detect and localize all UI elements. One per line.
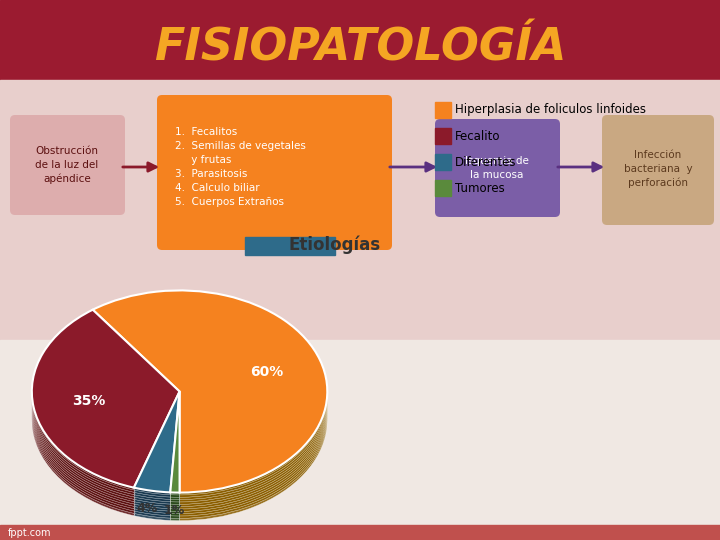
Text: FISIOPATOLOGÍA: FISIOPATOLOGÍA — [154, 26, 566, 70]
Bar — [0, 340, 720, 525]
Wedge shape — [93, 295, 328, 497]
Wedge shape — [134, 413, 179, 514]
Text: Fecalito: Fecalito — [455, 130, 500, 143]
Wedge shape — [134, 420, 179, 521]
Text: Diferentes: Diferentes — [455, 156, 516, 168]
Wedge shape — [93, 319, 328, 521]
Wedge shape — [171, 413, 179, 514]
Wedge shape — [134, 392, 179, 492]
Text: Infección
bacteriana  y
perforación: Infección bacteriana y perforación — [624, 150, 693, 188]
Wedge shape — [32, 331, 179, 509]
Text: Etiologías: Etiologías — [289, 236, 381, 254]
Wedge shape — [93, 293, 328, 495]
FancyBboxPatch shape — [157, 95, 392, 250]
FancyBboxPatch shape — [602, 115, 714, 225]
Wedge shape — [171, 399, 179, 500]
Wedge shape — [93, 300, 328, 502]
Text: 1.  Fecalitos
2.  Semillas de vegetales
     y frutas
3.  Parasitosis
4.  Calcul: 1. Fecalitos 2. Semillas de vegetales y … — [175, 127, 306, 207]
Wedge shape — [32, 326, 179, 504]
Wedge shape — [134, 403, 179, 504]
Bar — [435, 102, 451, 118]
Text: Tumores: Tumores — [455, 181, 505, 194]
Wedge shape — [93, 316, 328, 518]
Text: Hiperplasia de foliculos linfoides: Hiperplasia de foliculos linfoides — [455, 104, 646, 117]
Wedge shape — [32, 312, 179, 490]
Text: 1%: 1% — [163, 504, 185, 517]
Wedge shape — [32, 310, 179, 488]
Wedge shape — [171, 403, 179, 504]
Bar — [0, 525, 720, 540]
Wedge shape — [93, 298, 328, 500]
Wedge shape — [32, 328, 179, 507]
Wedge shape — [93, 305, 328, 507]
Wedge shape — [134, 394, 179, 495]
Wedge shape — [171, 410, 179, 511]
FancyBboxPatch shape — [10, 115, 125, 215]
Bar — [435, 154, 451, 170]
Wedge shape — [32, 317, 179, 495]
Wedge shape — [171, 401, 179, 502]
Wedge shape — [93, 309, 328, 511]
Bar — [435, 128, 451, 144]
Wedge shape — [93, 314, 328, 516]
Text: 35%: 35% — [73, 394, 106, 408]
Bar — [435, 180, 451, 196]
Wedge shape — [32, 335, 179, 514]
Wedge shape — [171, 396, 179, 497]
Wedge shape — [171, 420, 179, 521]
Wedge shape — [93, 302, 328, 504]
Wedge shape — [93, 307, 328, 509]
Wedge shape — [134, 415, 179, 516]
Wedge shape — [134, 401, 179, 502]
Text: 60%: 60% — [250, 365, 283, 379]
Wedge shape — [93, 312, 328, 514]
Wedge shape — [171, 415, 179, 516]
Text: Isquemia de
la mucosa: Isquemia de la mucosa — [465, 156, 529, 180]
Wedge shape — [134, 417, 179, 518]
Bar — [0, 0, 720, 80]
Wedge shape — [134, 406, 179, 507]
Wedge shape — [171, 394, 179, 495]
Wedge shape — [93, 291, 328, 492]
Wedge shape — [32, 314, 179, 492]
Text: fppt.com: fppt.com — [8, 528, 52, 537]
Bar — [0, 80, 720, 340]
Bar — [245, 237, 335, 255]
Wedge shape — [171, 392, 179, 492]
Wedge shape — [32, 321, 179, 500]
Text: Obstrucción
de la luz del
apéndice: Obstrucción de la luz del apéndice — [35, 146, 99, 184]
Wedge shape — [32, 324, 179, 502]
Wedge shape — [171, 417, 179, 518]
Wedge shape — [32, 338, 179, 516]
Wedge shape — [134, 399, 179, 500]
Wedge shape — [134, 408, 179, 509]
Wedge shape — [134, 410, 179, 511]
Wedge shape — [32, 333, 179, 511]
Wedge shape — [32, 319, 179, 497]
Wedge shape — [171, 408, 179, 509]
Text: 4%: 4% — [136, 502, 158, 515]
FancyBboxPatch shape — [435, 119, 560, 217]
Wedge shape — [134, 396, 179, 497]
Wedge shape — [171, 406, 179, 507]
